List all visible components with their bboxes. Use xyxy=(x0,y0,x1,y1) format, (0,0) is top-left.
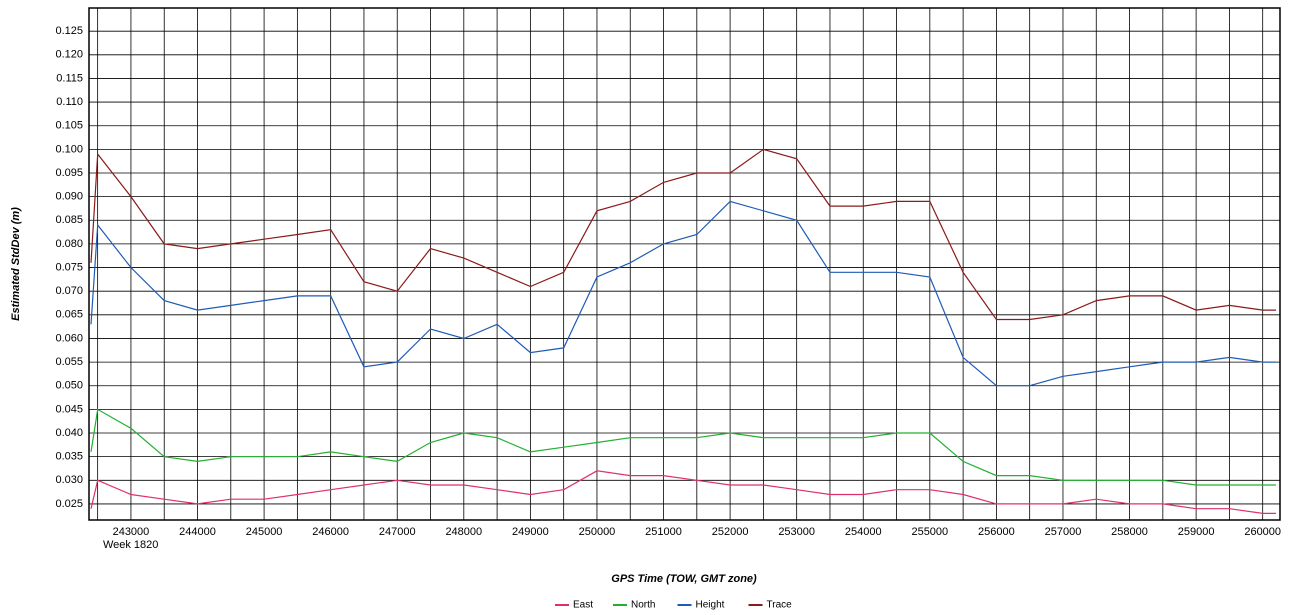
y-tick-label: 0.045 xyxy=(55,403,83,415)
y-tick-label: 0.060 xyxy=(55,332,83,344)
y-tick-label: 0.030 xyxy=(55,474,83,486)
y-tick-label: 0.050 xyxy=(55,380,83,392)
y-tick-label: 0.040 xyxy=(55,427,83,439)
data-line xyxy=(90,148,1276,321)
x-tick-label: 251000 xyxy=(645,526,682,538)
legend-label: Trace xyxy=(767,600,793,611)
y-tick-label: 0.095 xyxy=(55,167,83,179)
x-tick-label: 257000 xyxy=(1045,526,1082,538)
y-tick-label: 0.070 xyxy=(55,285,83,297)
y-tick-label: 0.035 xyxy=(55,451,83,463)
x-tick-label: 246000 xyxy=(312,526,349,538)
legend-label: East xyxy=(573,600,593,611)
y-tick-label: 0.080 xyxy=(55,238,83,250)
y-tick-label: 0.105 xyxy=(55,120,83,132)
x-tick-label: 253000 xyxy=(778,526,815,538)
x-tick-label: 244000 xyxy=(179,526,216,538)
x-tick-label: 248000 xyxy=(445,526,482,538)
y-axis-title: Estimated StdDev (m) xyxy=(10,207,22,321)
y-tick-label: 0.110 xyxy=(56,96,83,108)
y-tick-label: 0.125 xyxy=(55,25,83,37)
x-tick-label: 256000 xyxy=(978,526,1015,538)
y-tick-label: 0.065 xyxy=(55,309,83,321)
x-axis-title: GPS Time (TOW, GMT zone) xyxy=(611,573,757,585)
data-line xyxy=(90,200,1276,387)
x-tick-label: 245000 xyxy=(246,526,283,538)
x-tick-label: 254000 xyxy=(845,526,882,538)
y-tick-label: 0.100 xyxy=(55,143,83,155)
x-tick-label: 247000 xyxy=(379,526,416,538)
y-tick-label: 0.120 xyxy=(55,49,83,61)
x-tick-label: 243000 xyxy=(113,526,150,538)
x-tick-label: 250000 xyxy=(579,526,616,538)
y-tick-label: 0.075 xyxy=(55,261,83,273)
y-tick-label: 0.085 xyxy=(55,214,83,226)
legend-label: North xyxy=(631,600,655,611)
x-tick-label: 260000 xyxy=(1244,526,1281,538)
legend-label: Height xyxy=(696,600,725,611)
data-line xyxy=(90,408,1276,486)
x-tick-label: 258000 xyxy=(1111,526,1148,538)
y-tick-label: 0.090 xyxy=(55,191,83,203)
x-tick-label: 249000 xyxy=(512,526,549,538)
y-tick-label: 0.055 xyxy=(55,356,83,368)
plot-frame xyxy=(88,7,1281,521)
x-tick-label: 252000 xyxy=(712,526,749,538)
x-tick-label: 259000 xyxy=(1178,526,1215,538)
y-tick-label: 0.115 xyxy=(56,72,83,84)
x-tick-label: 255000 xyxy=(911,526,948,538)
annotation: Week 1820 xyxy=(103,539,158,551)
data-line xyxy=(90,470,1276,514)
y-tick-label: 0.025 xyxy=(55,498,83,510)
